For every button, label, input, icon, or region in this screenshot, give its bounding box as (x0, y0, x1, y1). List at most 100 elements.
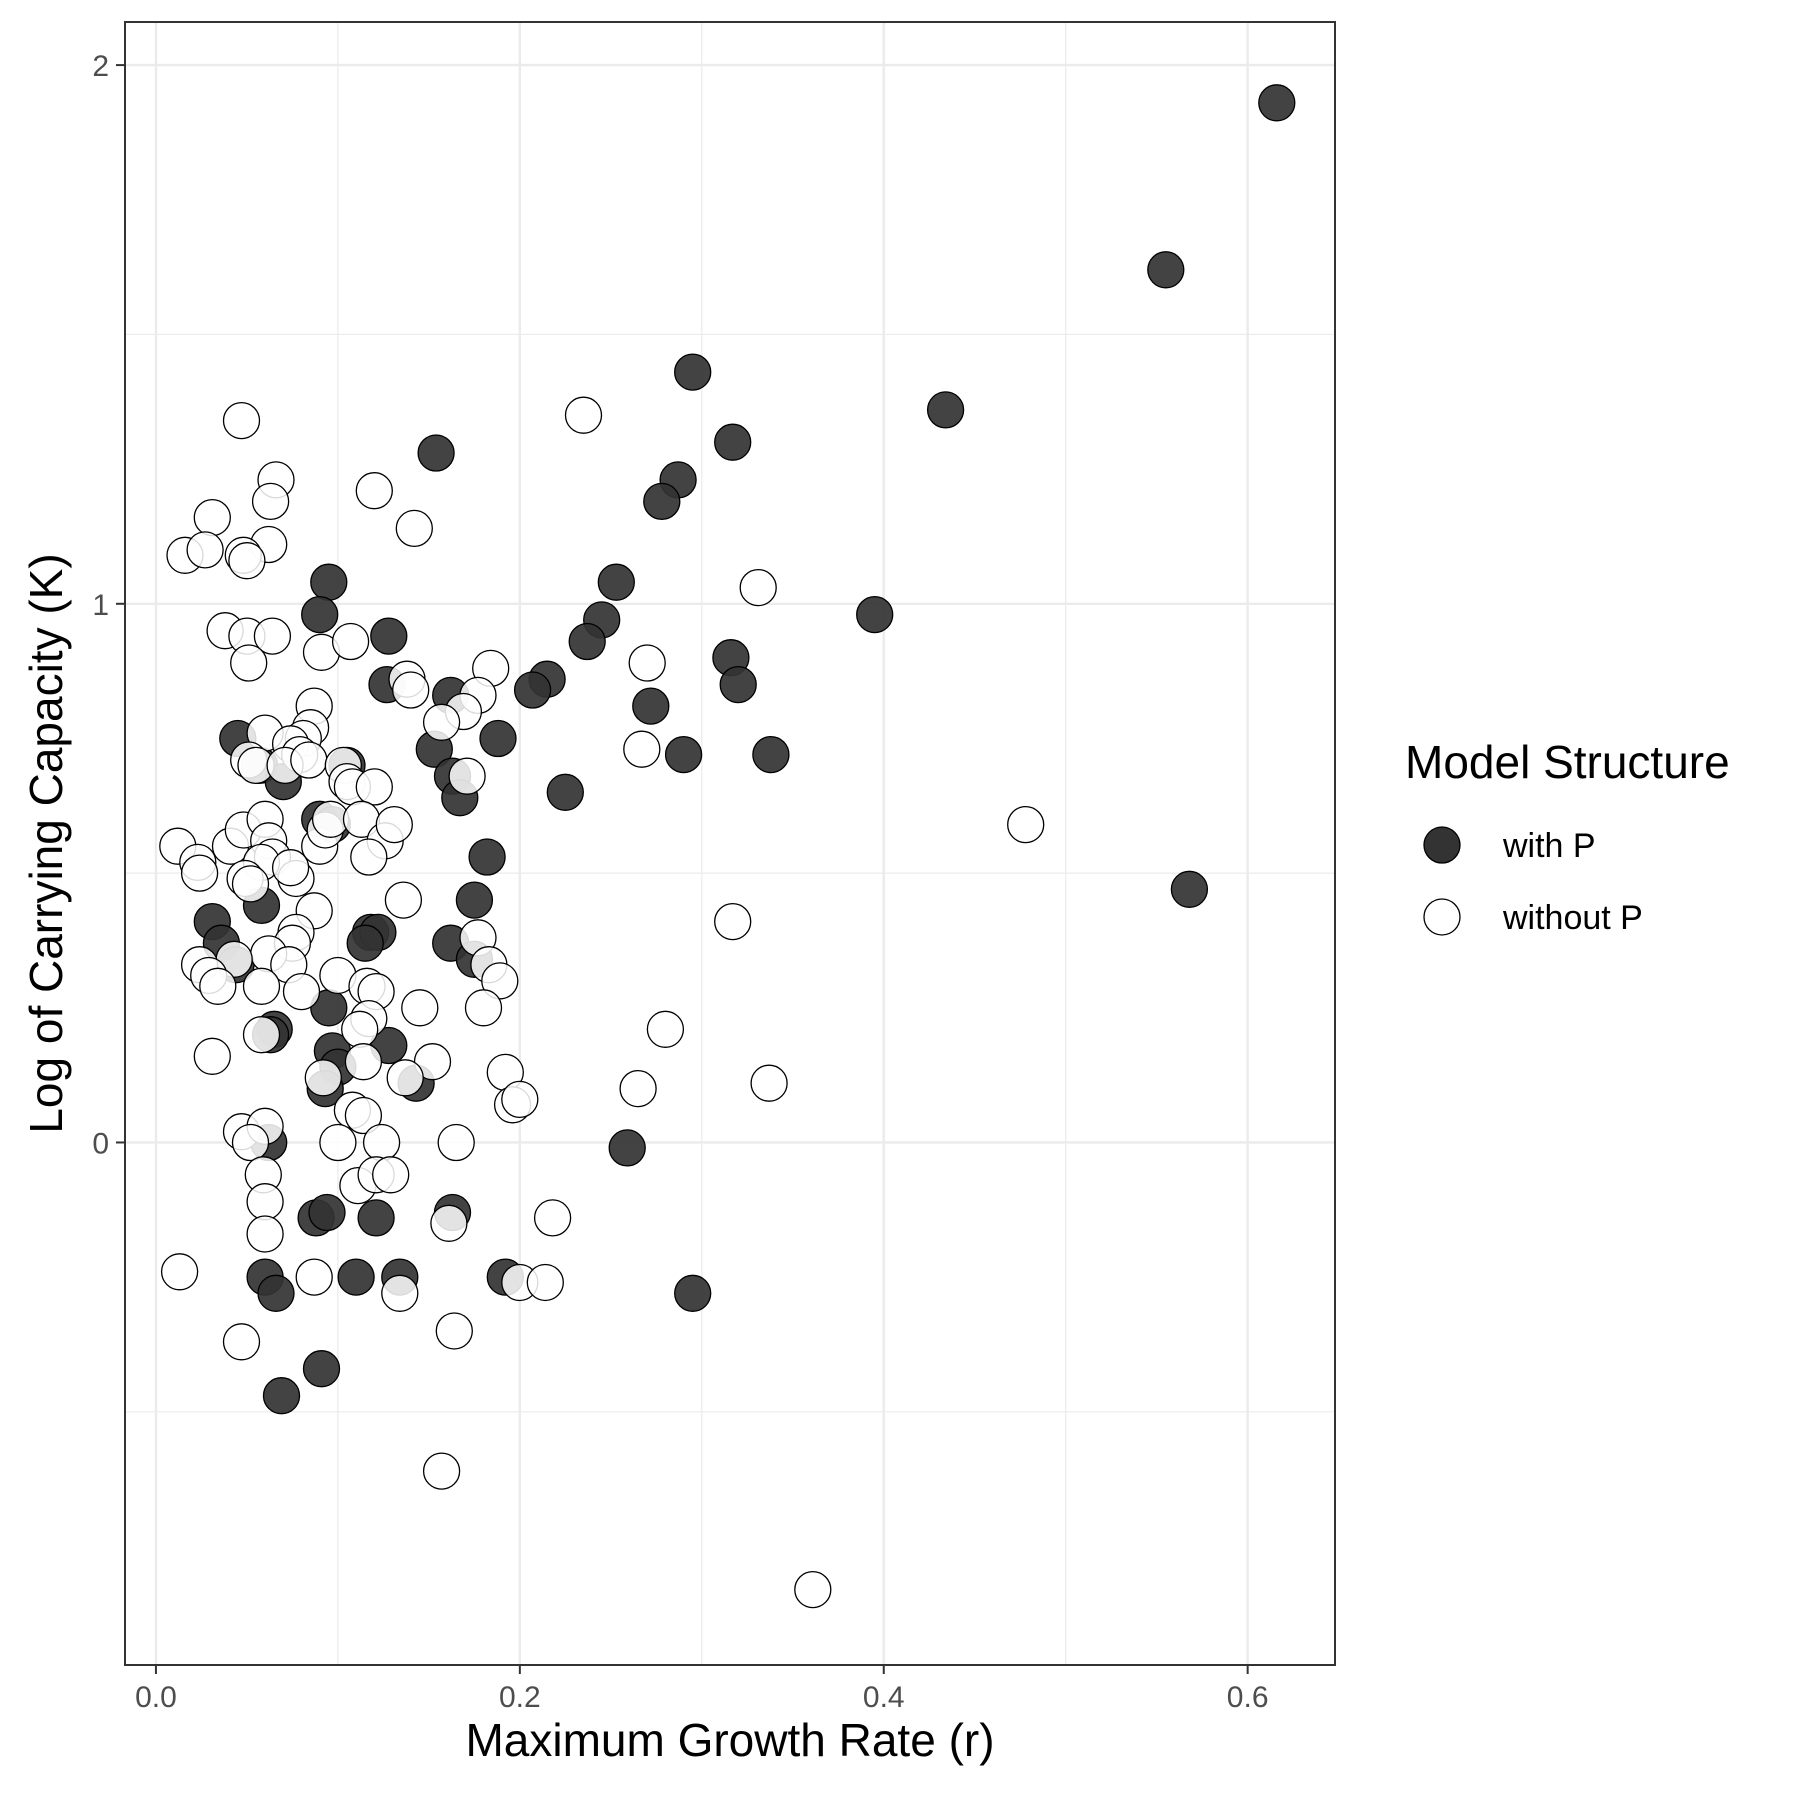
y-tick-label: 1 (92, 589, 109, 622)
point-with-p (455, 881, 494, 919)
point-with-p (643, 482, 681, 521)
point-with-p (308, 1193, 346, 1232)
point-with-p (674, 1274, 712, 1312)
point-without-p (242, 1016, 281, 1054)
point-without-p (619, 1069, 657, 1108)
point-without-p (564, 396, 603, 434)
point-without-p (422, 703, 461, 741)
point-with-p (513, 671, 552, 709)
point-with-p (337, 1258, 375, 1296)
point-without-p (526, 1263, 564, 1302)
point-with-p (1147, 251, 1185, 289)
point-without-p (628, 644, 666, 682)
point-without-p (646, 1010, 685, 1048)
point-with-p (1170, 870, 1209, 908)
point-without-p (464, 989, 503, 1027)
point-without-p (246, 1183, 284, 1221)
point-without-p (199, 967, 237, 1005)
point-without-p (222, 1323, 261, 1361)
x-tick-label: 0.6 (1227, 1681, 1269, 1714)
point-without-p (401, 989, 439, 1027)
legend-key-without-p (1423, 898, 1461, 936)
point-without-p (350, 838, 388, 876)
point-without-p (180, 854, 219, 892)
x-tick-label: 0.0 (135, 1681, 177, 1714)
axis-ticks: 0.0 0.2 0.4 0.6 0 1 2 (92, 50, 1268, 1714)
point-with-p (310, 563, 348, 601)
point-with-p (632, 687, 670, 725)
x-tick-label: 0.2 (499, 1681, 541, 1714)
point-without-p (435, 1312, 473, 1350)
y-axis-title: Log of Carrying Capacity (K) (20, 553, 72, 1133)
plot-panel-border (124, 21, 1336, 1666)
point-without-p (437, 1123, 475, 1162)
point-without-p (331, 622, 370, 661)
point-without-p (422, 1452, 461, 1490)
point-without-p (386, 1059, 424, 1097)
point-without-p (501, 1080, 539, 1119)
point-without-p (1007, 805, 1045, 844)
point-with-p (357, 1199, 395, 1237)
point-without-p (533, 1199, 572, 1237)
point-with-p (752, 735, 790, 774)
point-without-p (231, 1123, 270, 1162)
point-without-p (193, 1037, 231, 1075)
point-with-p (546, 773, 584, 811)
point-without-p (355, 768, 393, 806)
point-without-p (392, 671, 430, 709)
point-with-p (370, 617, 408, 655)
point-without-p (355, 472, 393, 510)
legend-label-with-p: with P (1502, 827, 1596, 865)
point-without-p (341, 1010, 379, 1048)
point-without-p (193, 498, 231, 537)
point-without-p (231, 865, 270, 903)
point-with-p (1258, 84, 1296, 122)
y-tick-label: 2 (92, 50, 109, 83)
point-with-p (417, 434, 455, 472)
point-with-p (262, 1377, 301, 1415)
point-without-p (222, 401, 261, 440)
point-without-p (375, 805, 413, 844)
point-with-p (479, 719, 517, 758)
legend-label-without-p: without P (1502, 899, 1643, 937)
point-without-p (372, 1156, 410, 1194)
point-without-p (794, 1570, 832, 1609)
point-without-p (230, 644, 268, 682)
point-without-p (186, 531, 224, 569)
point-without-p (242, 967, 281, 1005)
legend-key-with-p (1423, 826, 1461, 864)
point-without-p (319, 1123, 357, 1162)
legend-title: Model Structure (1405, 736, 1730, 788)
point-without-p (344, 1096, 383, 1135)
point-without-p (362, 1123, 401, 1162)
point-with-p (301, 595, 339, 634)
point-with-p (468, 838, 506, 876)
point-with-p (714, 423, 752, 461)
point-with-p (926, 391, 965, 429)
point-without-p (251, 482, 290, 521)
point-with-p (568, 622, 606, 661)
point-without-p (228, 542, 266, 580)
y-tick-label: 0 (92, 1127, 109, 1160)
point-without-p (430, 1204, 468, 1242)
point-with-p (346, 924, 384, 962)
point-with-p (674, 353, 712, 391)
x-axis-title: Maximum Growth Rate (r) (465, 1714, 994, 1766)
x-tick-label: 0.4 (863, 1681, 905, 1714)
point-without-p (160, 1253, 199, 1291)
point-without-p (282, 972, 321, 1011)
point-with-p (664, 735, 703, 774)
point-without-p (448, 757, 486, 795)
data-points (159, 84, 1296, 1609)
point-without-p (395, 509, 433, 548)
point-without-p (750, 1064, 788, 1102)
point-without-p (271, 849, 310, 887)
grid-lines (125, 22, 1335, 1665)
point-with-p (608, 1129, 646, 1167)
point-with-p (257, 1274, 295, 1312)
point-without-p (290, 741, 328, 779)
point-with-p (856, 595, 894, 634)
point-without-p (714, 902, 752, 941)
point-with-p (719, 665, 757, 704)
